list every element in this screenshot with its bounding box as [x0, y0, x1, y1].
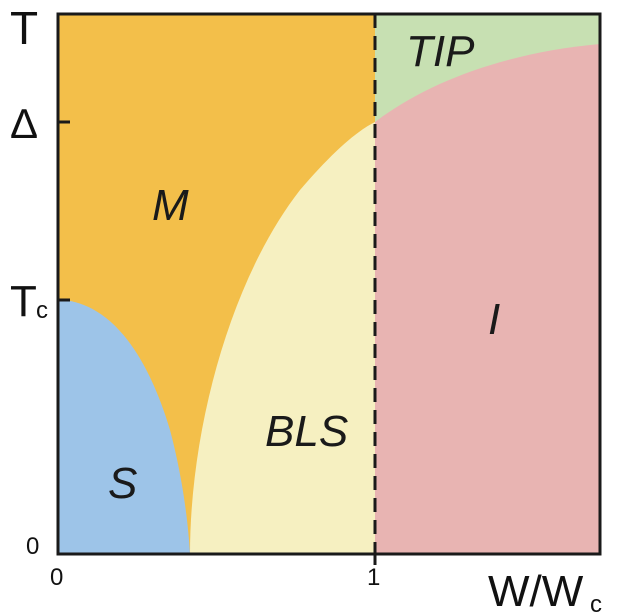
region-label-metal: M	[152, 181, 189, 230]
plot-frame	[56, 12, 602, 556]
x-tick-label-one: 1	[367, 564, 380, 591]
region-insulator	[375, 44, 600, 554]
x-axis-label: W/W	[488, 567, 584, 616]
y-axis-label: T	[10, 2, 38, 54]
y-tick-label-tc: T	[10, 277, 37, 326]
y-tick-label-delta: Δ	[10, 100, 38, 147]
y-tick-label-zero: 0	[26, 533, 39, 560]
region-label-bls: BLS	[265, 407, 348, 456]
region-superconductor	[58, 300, 190, 554]
region-label-superconductor: S	[108, 459, 137, 508]
x-tick-label-zero: 0	[50, 564, 63, 591]
region-bls	[190, 122, 375, 554]
region-label-tip: TIP	[406, 27, 475, 76]
x-axis-label-subscript: c	[590, 591, 602, 616]
y-tick-label-tc-subscript: c	[36, 297, 48, 324]
region-label-insulator: I	[488, 295, 500, 344]
